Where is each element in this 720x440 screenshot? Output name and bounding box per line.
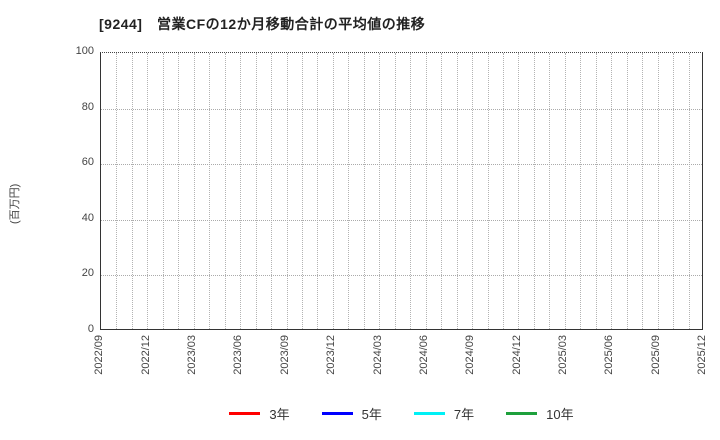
gridline-vertical	[162, 53, 164, 329]
gridline-vertical	[348, 53, 350, 329]
gridline-vertical	[611, 53, 613, 329]
x-tick-label: 2024/06	[417, 335, 430, 375]
gridline-vertical	[595, 53, 597, 329]
x-tick-label: 2023/12	[324, 335, 337, 375]
x-tick-label: 2024/03	[371, 335, 384, 375]
gridline-vertical	[178, 53, 180, 329]
gridline-vertical	[116, 53, 118, 329]
plot-area	[100, 52, 703, 330]
gridline-vertical	[394, 53, 396, 329]
x-tick-label: 2023/09	[278, 335, 291, 375]
gridline-vertical	[533, 53, 535, 329]
y-tick-label: 0	[87, 323, 94, 335]
gridline-vertical	[487, 53, 489, 329]
legend-line-swatch	[321, 412, 353, 415]
legend-line-swatch	[229, 412, 261, 415]
gridline-vertical	[147, 53, 149, 329]
gridline-vertical	[503, 53, 504, 329]
gridline-vertical	[642, 53, 644, 329]
legend-line-swatch	[506, 412, 538, 415]
y-tick-label: 60	[81, 156, 94, 169]
legend-label: 10年	[546, 407, 574, 422]
gridline-vertical	[271, 53, 273, 329]
gridline-vertical	[363, 53, 365, 329]
x-tick-label: 2025/03	[556, 335, 569, 375]
x-tick-label: 2025/12	[696, 335, 708, 375]
gridline-vertical	[564, 53, 566, 329]
x-tick-label: 2022/09	[93, 335, 105, 375]
gridline-vertical	[425, 53, 427, 329]
gridline-vertical	[332, 53, 334, 329]
gridline-vertical	[549, 53, 551, 329]
gridline-vertical	[209, 53, 211, 329]
y-tick-label: 100	[75, 45, 94, 57]
gridline-vertical	[626, 53, 628, 329]
gridline-vertical	[518, 53, 520, 329]
x-tick-label: 2024/12	[510, 335, 523, 375]
gridline-vertical	[131, 53, 133, 329]
gridline-vertical	[302, 53, 303, 329]
gridline-vertical	[317, 53, 319, 329]
gridline-vertical	[472, 53, 474, 329]
legend-label: 3年	[269, 407, 290, 422]
legend: 3年 5年 7年 10年	[100, 404, 703, 423]
legend-item: 5年	[321, 404, 382, 423]
legend-label: 7年	[453, 407, 475, 422]
x-tick-label: 2025/06	[603, 335, 616, 375]
gridline-vertical	[193, 53, 195, 329]
gridline-horizontal	[101, 275, 702, 277]
gridline-vertical	[657, 53, 659, 329]
gridline-vertical	[688, 53, 690, 329]
legend-item: 10年	[506, 404, 574, 423]
gridline-vertical	[410, 53, 412, 329]
gridline-horizontal	[101, 164, 702, 166]
chart-title: [9244] 営業CFの12か月移動合計の平均値の推移	[99, 16, 426, 32]
x-tick-label: 2023/03	[185, 335, 198, 375]
x-tick-label: 2023/06	[232, 335, 245, 375]
gridline-vertical	[240, 53, 242, 329]
legend-item: 7年	[413, 404, 475, 423]
gridline-vertical	[673, 53, 675, 329]
gridline-vertical	[255, 53, 257, 329]
gridline-vertical	[379, 53, 381, 329]
x-tick-label: 2024/09	[464, 335, 477, 375]
x-tick-label: 2025/09	[649, 335, 662, 375]
legend-label: 5年	[361, 407, 382, 422]
gridline-horizontal	[101, 219, 702, 221]
x-tick-label: 2022/12	[139, 335, 152, 375]
legend-item: 3年	[229, 404, 290, 423]
gridline-vertical	[580, 53, 582, 329]
gridline-horizontal	[101, 108, 702, 110]
y-tick-label: 40	[81, 211, 94, 224]
gridline-vertical	[224, 53, 226, 329]
gridline-vertical	[441, 53, 443, 329]
gridline-vertical	[456, 53, 458, 329]
y-tick-label: 20	[81, 267, 94, 280]
legend-line-swatch	[413, 412, 445, 415]
gridline-vertical	[286, 53, 288, 329]
y-tick-label: 80	[81, 100, 94, 113]
y-axis-label: (百万円)	[9, 183, 21, 224]
